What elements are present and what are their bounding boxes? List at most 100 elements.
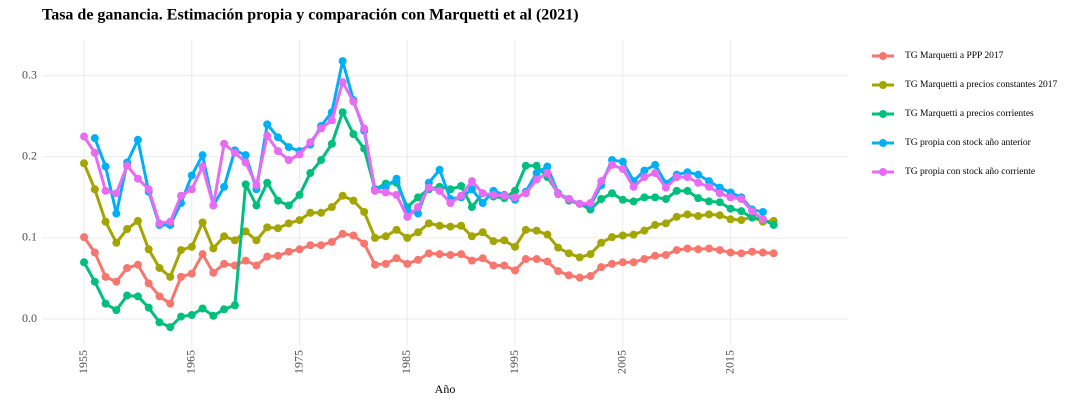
point [273, 196, 282, 205]
point [726, 248, 735, 257]
point [435, 186, 444, 195]
point [133, 292, 142, 301]
point [424, 219, 433, 228]
point [155, 219, 164, 228]
point [370, 186, 379, 195]
point [640, 173, 649, 182]
point [543, 169, 552, 178]
point [381, 188, 390, 197]
point [90, 185, 99, 194]
point [220, 182, 229, 191]
point [478, 199, 487, 208]
point [263, 178, 272, 187]
point [543, 257, 552, 266]
point [640, 255, 649, 264]
point [618, 195, 627, 204]
point [230, 301, 239, 310]
point [295, 150, 304, 159]
point [435, 165, 444, 174]
legend-swatch-dot [879, 110, 887, 118]
point [317, 208, 326, 217]
point [651, 193, 660, 202]
point [457, 221, 466, 230]
point [80, 258, 89, 267]
point [295, 245, 304, 254]
point [252, 236, 261, 245]
point [414, 193, 423, 202]
point [748, 247, 757, 256]
point [457, 250, 466, 259]
point [166, 272, 175, 281]
point [101, 299, 110, 308]
point [80, 233, 89, 242]
point [112, 189, 121, 198]
x-tick-label: 1955 [76, 350, 90, 374]
point [618, 157, 627, 166]
point [284, 247, 293, 256]
point [704, 210, 713, 219]
point [177, 191, 186, 200]
point [144, 245, 153, 254]
point [392, 174, 401, 183]
point [726, 204, 735, 213]
x-tick-label: 2005 [615, 350, 629, 374]
x-tick-label: 1995 [507, 350, 521, 374]
point [263, 120, 272, 129]
point [521, 189, 530, 198]
point [187, 269, 196, 278]
point [597, 177, 606, 186]
legend-swatch-dot [879, 52, 887, 60]
point [209, 201, 218, 210]
point [758, 215, 767, 224]
legend-swatch-dot [879, 168, 887, 176]
point [241, 158, 250, 167]
point [467, 177, 476, 186]
y-tick-label: 0.1 [22, 230, 37, 244]
point [241, 151, 250, 160]
point [112, 238, 121, 247]
point [403, 259, 412, 268]
point [123, 263, 132, 272]
point [683, 186, 692, 195]
point [564, 249, 573, 258]
point [209, 311, 218, 320]
point [661, 250, 670, 259]
point [618, 231, 627, 240]
x-tick-label: 1985 [399, 350, 413, 374]
point [263, 131, 272, 140]
point [273, 133, 282, 142]
point [640, 193, 649, 202]
point [424, 183, 433, 192]
point [769, 249, 778, 258]
point [327, 237, 336, 246]
point [618, 258, 627, 267]
point [748, 207, 757, 216]
point [715, 211, 724, 220]
point [640, 226, 649, 235]
point [424, 249, 433, 258]
point [521, 225, 530, 234]
point [532, 255, 541, 264]
point [651, 160, 660, 169]
point [618, 164, 627, 173]
point [133, 216, 142, 225]
point [694, 170, 703, 179]
point [220, 305, 229, 314]
point [414, 255, 423, 264]
point [295, 216, 304, 225]
point [187, 310, 196, 319]
point [90, 277, 99, 286]
series-line [82, 232, 774, 306]
point [263, 252, 272, 261]
point [123, 161, 132, 170]
point [489, 190, 498, 199]
point [414, 228, 423, 237]
point [284, 156, 293, 165]
point [478, 228, 487, 237]
point [198, 304, 207, 313]
legend-label: TG Marquetti a PPP 2017 [905, 51, 1004, 61]
legend-label: TG Marquetti a precios constantes 2017 [905, 80, 1057, 90]
point [80, 159, 89, 168]
point [144, 303, 153, 312]
